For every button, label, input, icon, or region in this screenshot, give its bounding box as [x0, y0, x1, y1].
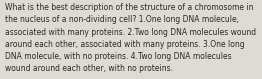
Text: DNA molecule, with no proteins. 4.Two long DNA molecules: DNA molecule, with no proteins. 4.Two lo…	[5, 52, 231, 61]
Text: the nucleus of a non-dividing cell? 1.One long DNA molecule,: the nucleus of a non-dividing cell? 1.On…	[5, 15, 239, 24]
Text: associated with many proteins. 2.Two long DNA molecules wound: associated with many proteins. 2.Two lon…	[5, 28, 256, 37]
Text: wound around each other, with no proteins.: wound around each other, with no protein…	[5, 64, 173, 73]
Text: around each other, associated with many proteins. 3.One long: around each other, associated with many …	[5, 40, 244, 49]
Text: What is the best description of the structure of a chromosome in: What is the best description of the stru…	[5, 3, 253, 12]
